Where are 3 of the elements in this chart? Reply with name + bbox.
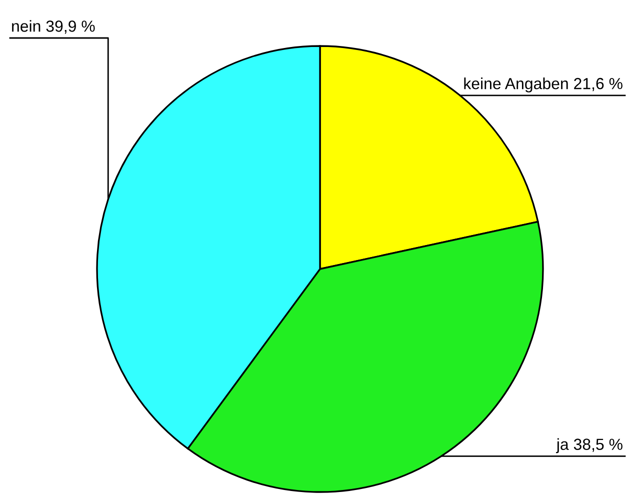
slice-label: ja 38,5 % [556,438,622,454]
slice-label: nein 39,9 % [12,20,95,34]
slice-label: keine Angaben 21,6 % [464,78,622,92]
